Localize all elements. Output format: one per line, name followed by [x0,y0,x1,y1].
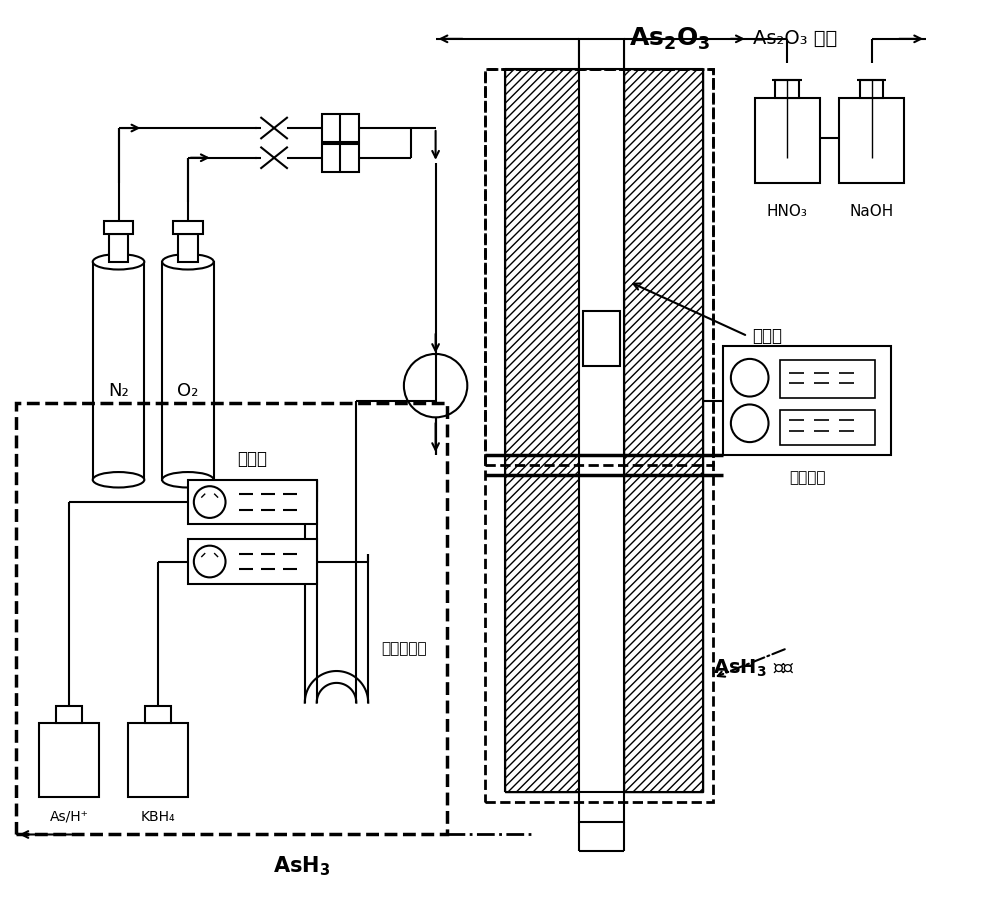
Text: As₂O₃ 吸附: As₂O₃ 吸附 [753,29,837,48]
Text: As/H⁺: As/H⁺ [50,810,88,824]
Bar [322,114,359,142]
Bar [755,98,820,183]
Bar [839,98,904,183]
Bar [16,403,447,834]
Bar [760,139,815,177]
Text: HNO₃: HNO₃ [767,205,808,219]
Bar [133,763,183,792]
Text: O₂: O₂ [177,381,199,399]
Bar [844,139,899,177]
Text: KBH₄: KBH₄ [141,810,175,824]
Bar [579,39,624,822]
Bar [322,144,359,172]
Bar [505,68,579,792]
Text: 气液分离器: 气液分离器 [381,641,427,656]
Text: 温度控制: 温度控制 [789,470,825,485]
Text: NaOH: NaOH [849,205,894,219]
Bar [485,68,713,802]
Text: $\mathbf{As_2O_3}$: $\mathbf{As_2O_3}$ [629,25,710,52]
Bar [128,723,188,797]
Bar [485,68,713,465]
Bar [44,763,94,792]
Text: 螺动泵: 螺动泵 [237,450,267,468]
Bar [860,80,883,98]
Bar [39,723,99,797]
Bar [188,540,317,584]
Bar [723,346,891,455]
Bar [178,234,198,262]
Ellipse shape [93,254,144,269]
Bar [188,480,317,524]
Bar [775,80,799,98]
Text: $\mathbf{AsH_3}$ 氧化: $\mathbf{AsH_3}$ 氧化 [713,657,795,679]
Bar [780,410,875,445]
Bar [104,221,133,234]
Text: $\mathbf{AsH_3}$: $\mathbf{AsH_3}$ [273,854,330,878]
Bar [109,234,128,262]
Bar [173,221,203,234]
Ellipse shape [162,254,214,269]
Bar [624,68,703,792]
Bar [145,705,171,723]
Bar [583,311,620,366]
Text: 吸附剂: 吸附剂 [753,327,783,345]
Bar [56,705,82,723]
Bar [780,359,875,398]
Ellipse shape [93,472,144,488]
Bar [162,262,214,480]
Bar [93,262,144,480]
Text: N₂: N₂ [108,381,129,399]
Ellipse shape [162,472,214,488]
